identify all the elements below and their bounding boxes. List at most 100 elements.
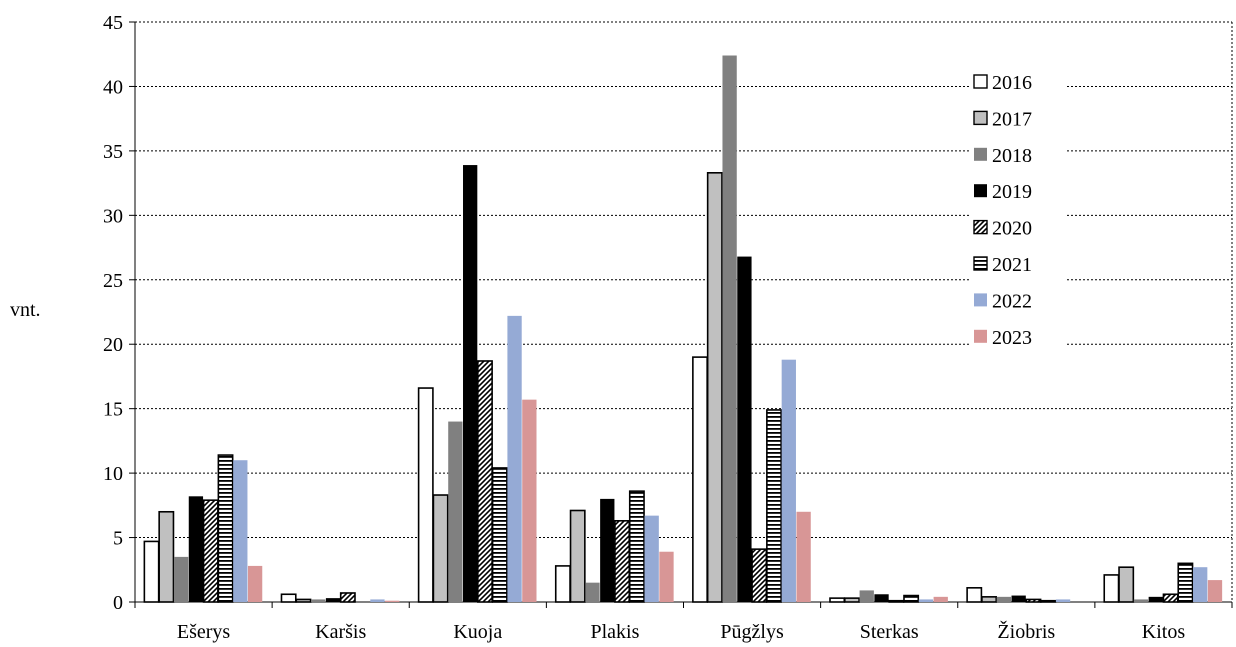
x-tick-label: Karšis xyxy=(315,621,366,643)
bar-2017-Kuoja xyxy=(432,494,449,603)
y-tick-label: 30 xyxy=(103,205,123,227)
bar-2019-Kuoja xyxy=(463,165,478,603)
x-tick-label: Kuoja xyxy=(453,621,502,643)
bar-2021-Pūgžlys xyxy=(766,409,782,603)
bar-2016-Kitos xyxy=(1103,574,1120,603)
bar-2021-Kuoja xyxy=(491,467,508,603)
y-tick-label: 20 xyxy=(103,334,123,356)
legend-label-2022: 2022 xyxy=(992,290,1032,312)
bar-2017-Sterkas xyxy=(843,597,860,603)
bar-2019-Ešerys xyxy=(188,496,204,602)
y-tick-label: 5 xyxy=(113,528,123,550)
bar-2023-Kuoja xyxy=(522,399,537,602)
bar-2019-Kitos xyxy=(1148,596,1163,602)
bar-2018-Sterkas xyxy=(859,590,874,602)
bar-2016-Pūgžlys xyxy=(692,356,708,603)
bar-2018-Plakis xyxy=(585,582,600,602)
bar-2023-Ešerys xyxy=(247,565,263,602)
x-tick-label: Ešerys xyxy=(177,621,231,643)
bar-2022-Ešerys xyxy=(233,460,248,602)
bar-2016-Žiobris xyxy=(966,587,983,603)
legend-swatch-2023 xyxy=(974,329,987,343)
legend-label-2018: 2018 xyxy=(992,145,1032,167)
y-tick-label: 40 xyxy=(103,76,123,98)
bar-2020-Kuoja xyxy=(477,360,493,603)
bar-2020-Žiobris xyxy=(1025,598,1042,603)
bar-2017-Kitos xyxy=(1118,566,1135,603)
bar-2016-Karšis xyxy=(280,593,297,603)
x-tick-label: Plakis xyxy=(590,621,639,643)
bar-2022-Pūgžlys xyxy=(781,359,796,602)
legend-swatch-2020 xyxy=(973,219,988,235)
bar-2020-Ešerys xyxy=(202,499,219,603)
bar-2022-Sterkas xyxy=(918,599,934,602)
x-tick-label: Pūgžlys xyxy=(720,621,784,643)
y-tick-label: 15 xyxy=(103,399,123,421)
bar-2019-Žiobris xyxy=(1011,595,1026,602)
bar-2018-Žiobris xyxy=(996,596,1012,602)
bar-2021-Plakis xyxy=(628,490,645,603)
x-tick-label: Kitos xyxy=(1142,621,1186,643)
y-tick-label: 45 xyxy=(103,12,123,34)
bar-2022-Karšis xyxy=(370,599,385,602)
bars xyxy=(143,55,1223,603)
axis-labels: 0 5 10 15 20 25 30 35 40 45 Ešerys Karšis Kuoja Plaki… xyxy=(103,12,1185,643)
legend-swatch-2018 xyxy=(974,147,987,161)
legend-swatch-2017 xyxy=(973,110,988,126)
bar-2020-Pūgžlys xyxy=(751,548,768,603)
legend-label-2023: 2023 xyxy=(992,327,1032,349)
legend-label-2019: 2019 xyxy=(992,181,1032,203)
bar-2022-Kuoja xyxy=(507,315,522,602)
legend-label-2017: 2017 xyxy=(992,108,1032,130)
y-axis-title: vnt. xyxy=(10,299,41,321)
legend-swatch-2016 xyxy=(973,74,988,89)
y-tick-label: 35 xyxy=(103,141,123,163)
bar-2021-Sterkas xyxy=(903,594,920,603)
bar-2023-Karšis xyxy=(385,600,400,602)
x-tick-label: Sterkas xyxy=(860,621,919,643)
bar-2021-Žiobris xyxy=(1040,599,1057,603)
bar-2018-Ešerys xyxy=(173,556,189,602)
legend-swatch-2022 xyxy=(974,293,987,307)
legend-swatch-2021 xyxy=(973,256,988,271)
bar-2016-Sterkas xyxy=(829,597,846,603)
bar-2021-Ešerys xyxy=(217,454,234,603)
legend-label-2020: 2020 xyxy=(992,218,1032,240)
bar-2016-Ešerys xyxy=(143,540,160,603)
bar-2022-Plakis xyxy=(644,515,659,602)
legend: 2016 2017 2018 2019 2020 2021 2022 2023 xyxy=(970,62,1066,354)
bar-2019-Sterkas xyxy=(874,594,889,602)
bar-2019-Karšis xyxy=(325,598,341,602)
bar-2017-Žiobris xyxy=(981,596,998,603)
bar-2023-Pūgžlys xyxy=(796,511,811,602)
axes xyxy=(129,21,1233,608)
bar-2021-Kitos xyxy=(1177,562,1194,603)
bar-2020-Kitos xyxy=(1162,593,1179,603)
bar-2022-Kitos xyxy=(1193,567,1208,602)
bar-2022-Žiobris xyxy=(1055,599,1071,602)
bar-2023-Plakis xyxy=(659,551,674,602)
bar-2018-Karšis xyxy=(311,599,326,602)
y-tick-label: 10 xyxy=(103,463,123,485)
bar-2020-Plakis xyxy=(614,519,631,603)
bar-2018-Kuoja xyxy=(448,421,463,602)
bar-2017-Plakis xyxy=(569,509,586,603)
bar-2018-Pūgžlys xyxy=(722,55,737,603)
bar-2017-Pūgžlys xyxy=(706,172,723,603)
bar-2017-Karšis xyxy=(295,598,312,603)
bar-2020-Sterkas xyxy=(888,599,905,603)
bar-2018-Kitos xyxy=(1133,599,1149,602)
bar-2023-Kitos xyxy=(1207,580,1223,602)
bar-2017-Ešerys xyxy=(158,510,175,603)
x-tick-label: Žiobris xyxy=(997,620,1055,643)
bar-2016-Kuoja xyxy=(417,387,434,603)
bar-2019-Pūgžlys xyxy=(737,256,752,602)
y-tick-label: 25 xyxy=(103,270,123,292)
bar-2020-Karšis xyxy=(339,592,356,603)
bar-2019-Plakis xyxy=(600,498,615,602)
bar-2016-Plakis xyxy=(554,565,571,603)
gridlines xyxy=(135,21,1233,602)
legend-label-2021: 2021 xyxy=(992,254,1032,276)
legend-swatch-2019 xyxy=(974,184,987,198)
